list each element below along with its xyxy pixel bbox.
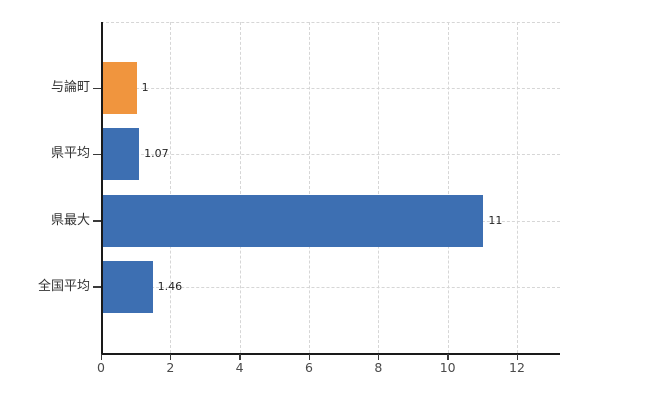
category-tick (93, 286, 101, 288)
category-label: 県最大 (50, 212, 90, 228)
x-axis-tick (377, 354, 380, 360)
plot-top-border (101, 22, 560, 23)
bar (102, 62, 137, 115)
x-tick-label: 12 (509, 360, 525, 375)
category-tick (93, 87, 101, 90)
x-axis-tick (169, 354, 172, 360)
grid-line-vertical (517, 22, 518, 353)
grid-line-vertical (447, 22, 449, 353)
grid-line-horizontal (101, 154, 560, 156)
x-axis-tick (308, 354, 310, 360)
y-axis-line (101, 22, 103, 353)
category-tick (93, 220, 101, 222)
grid-line-vertical (170, 22, 172, 353)
bar-value-label: 1 (141, 81, 149, 95)
x-tick-label: 0 (97, 360, 105, 375)
category-label: 全国平均 (37, 278, 90, 294)
x-tick-label: 2 (166, 360, 175, 375)
x-axis-line (101, 353, 560, 355)
grid-line-horizontal (101, 286, 560, 288)
category-label: 与論町 (50, 80, 90, 96)
category-label: 県平均 (50, 146, 90, 162)
x-tick-label: 4 (235, 360, 244, 375)
x-axis-tick (516, 354, 518, 360)
bar-value-label: 1.46 (157, 279, 183, 293)
x-axis-tick (447, 354, 449, 360)
grid-line-vertical (378, 22, 380, 353)
grid-line-horizontal (101, 88, 560, 90)
x-axis-tick (239, 354, 241, 360)
grid-line-vertical (239, 22, 241, 353)
grid-line-vertical (309, 22, 310, 353)
bar-value-label: 11 (488, 213, 503, 227)
bar (102, 260, 153, 313)
x-tick-label: 10 (439, 360, 456, 375)
category-tick (93, 153, 101, 156)
bar (102, 194, 484, 247)
x-tick-label: 6 (305, 360, 313, 375)
x-tick-label: 8 (374, 360, 383, 375)
bar (102, 128, 140, 181)
bar-value-label: 1.07 (144, 147, 169, 161)
x-axis-tick (100, 354, 102, 360)
